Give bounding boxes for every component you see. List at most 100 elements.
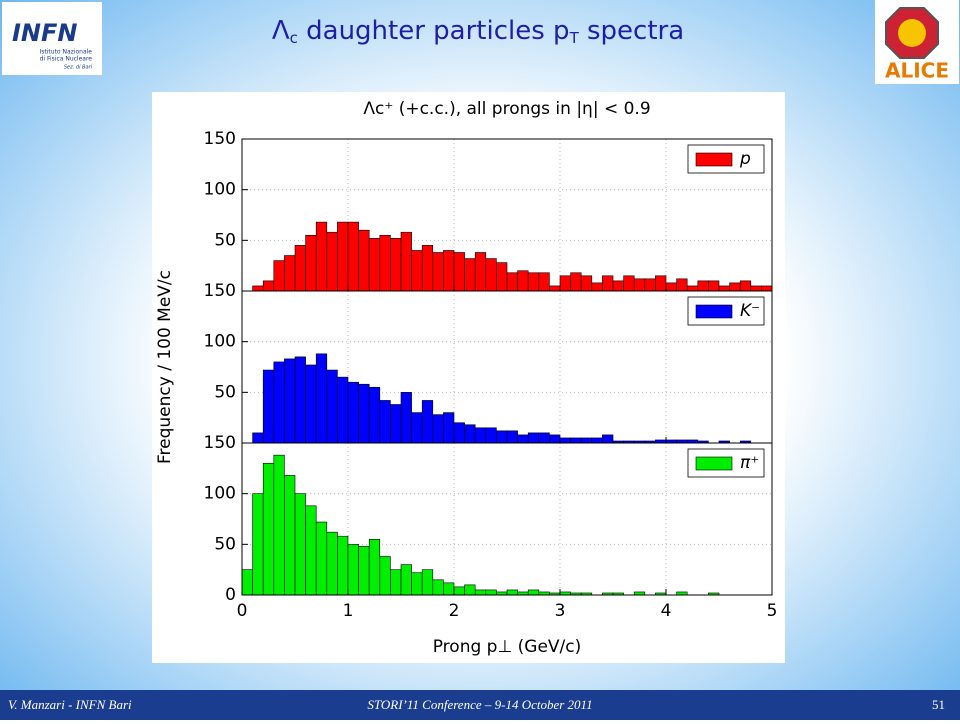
- logo-text: ALICE: [885, 59, 949, 83]
- legend-swatch: [695, 152, 733, 167]
- histogram-bar: [337, 535, 349, 596]
- histogram-bar: [496, 430, 508, 444]
- histogram-bar: [305, 234, 317, 292]
- histogram-bar: [655, 275, 667, 292]
- histogram-bar: [400, 231, 412, 292]
- histogram-bar: [358, 546, 370, 596]
- histogram-bar: [602, 434, 614, 444]
- axes-frame: [241, 442, 773, 596]
- y-tick-label: 100: [204, 332, 236, 352]
- histogram-bar: [538, 432, 550, 444]
- logo-text: Istituto Nazionale: [40, 49, 93, 56]
- y-axis-label: Frequency / 100 MeV/c: [155, 270, 175, 464]
- y-tick-label: 100: [204, 180, 236, 200]
- histogram-bar: [485, 427, 497, 444]
- y-tick-label: 0: [225, 585, 236, 605]
- histogram-bar: [750, 285, 762, 292]
- histogram-bar: [262, 369, 275, 444]
- histogram-bar: [347, 221, 359, 292]
- histogram-bar: [315, 353, 328, 444]
- histogram-bar: [432, 252, 444, 292]
- x-tick-label: 2: [449, 601, 460, 621]
- histogram-bar: [612, 280, 624, 292]
- histogram-bar: [326, 231, 338, 292]
- x-tick-label: 3: [555, 601, 566, 621]
- y-tick-label: 50: [214, 382, 236, 402]
- histogram-bar: [379, 234, 391, 292]
- footer-left: V. Manzari - INFN Bari: [8, 697, 132, 712]
- histogram-bar: [506, 272, 518, 292]
- histogram-bar: [337, 221, 349, 292]
- histogram-bar: [474, 252, 487, 292]
- histogram-bar: [421, 245, 434, 292]
- histogram-bar: [262, 280, 275, 292]
- histogram-bar: [464, 258, 476, 292]
- histogram-bar: [474, 427, 487, 444]
- logo-shape: [898, 19, 926, 47]
- logo-box: [2, 2, 102, 75]
- histogram-bar: [305, 364, 317, 444]
- histogram-bar: [252, 432, 264, 444]
- x-tick-label: 4: [661, 601, 672, 621]
- histogram-bar: [432, 579, 444, 596]
- y-tick-label: 150: [204, 129, 236, 149]
- logo-text: di Fisica Nucleare: [40, 56, 93, 63]
- histogram-bar: [262, 462, 275, 596]
- histogram-bar: [580, 437, 593, 444]
- histogram-bar: [676, 278, 688, 292]
- histogram-bar: [559, 437, 571, 444]
- histogram-bar: [506, 430, 518, 444]
- legend-label: π⁺: [740, 453, 759, 473]
- histogram-bar: [443, 412, 455, 444]
- histogram-bar: [411, 250, 423, 292]
- legend-swatch: [695, 456, 733, 471]
- histogram-bar: [400, 392, 412, 444]
- histogram-bar: [633, 278, 646, 292]
- alice-logo: ALICE: [875, 0, 959, 84]
- histogram-bar: [273, 361, 285, 444]
- histogram-bar: [252, 285, 264, 292]
- histogram-bar: [347, 544, 359, 596]
- histogram-bar: [602, 275, 614, 292]
- histogram-bar: [326, 369, 338, 444]
- histogram-bar: [443, 250, 455, 292]
- histogram-bar: [739, 280, 752, 292]
- histogram-bar: [390, 569, 402, 596]
- logo-text: INFN: [12, 19, 78, 47]
- logo-text: Sez. di Bari: [64, 65, 93, 71]
- histogram-bar: [284, 358, 296, 444]
- legend-label: K⁻: [740, 301, 760, 321]
- histogram-bar: [591, 282, 603, 292]
- histogram-bar: [294, 356, 306, 444]
- histogram-bar: [527, 432, 540, 444]
- histogram-bar: [591, 437, 603, 444]
- y-tick-label: 150: [204, 433, 236, 453]
- histogram-bar: [623, 275, 635, 292]
- histogram-bar: [761, 285, 773, 292]
- histogram-bar: [400, 564, 412, 596]
- histogram-bar: [284, 475, 296, 596]
- histogram-bar: [337, 376, 349, 444]
- x-axis-label: Prong p⊥ (GeV/c): [433, 637, 582, 657]
- histogram-bar: [464, 584, 476, 596]
- x-tick-label: 0: [237, 601, 248, 621]
- histogram-bar: [527, 272, 540, 292]
- histogram-bar: [527, 589, 540, 596]
- histogram-bar: [368, 238, 381, 292]
- histogram-bar: [697, 280, 709, 292]
- chart-title: Λc⁺ (+c.c.), all prongs in |η| < 0.9: [363, 99, 650, 119]
- histogram-bar: [284, 255, 296, 292]
- infn-logo: INFN Istituto Nazionale di Fisica Nuclea…: [2, 2, 102, 75]
- histogram-bar: [580, 275, 593, 292]
- histogram-bar: [496, 262, 508, 292]
- histogram-bar: [549, 434, 561, 444]
- histogram-bar: [390, 238, 402, 292]
- histogram-bar: [315, 221, 328, 292]
- histogram-bar: [294, 493, 306, 596]
- x-tick-label: 5: [767, 601, 778, 621]
- footer-center: STORI’11 Conference – 9-14 October 2011: [367, 697, 592, 712]
- histogram-bar: [411, 572, 423, 596]
- histogram-bar: [358, 229, 370, 292]
